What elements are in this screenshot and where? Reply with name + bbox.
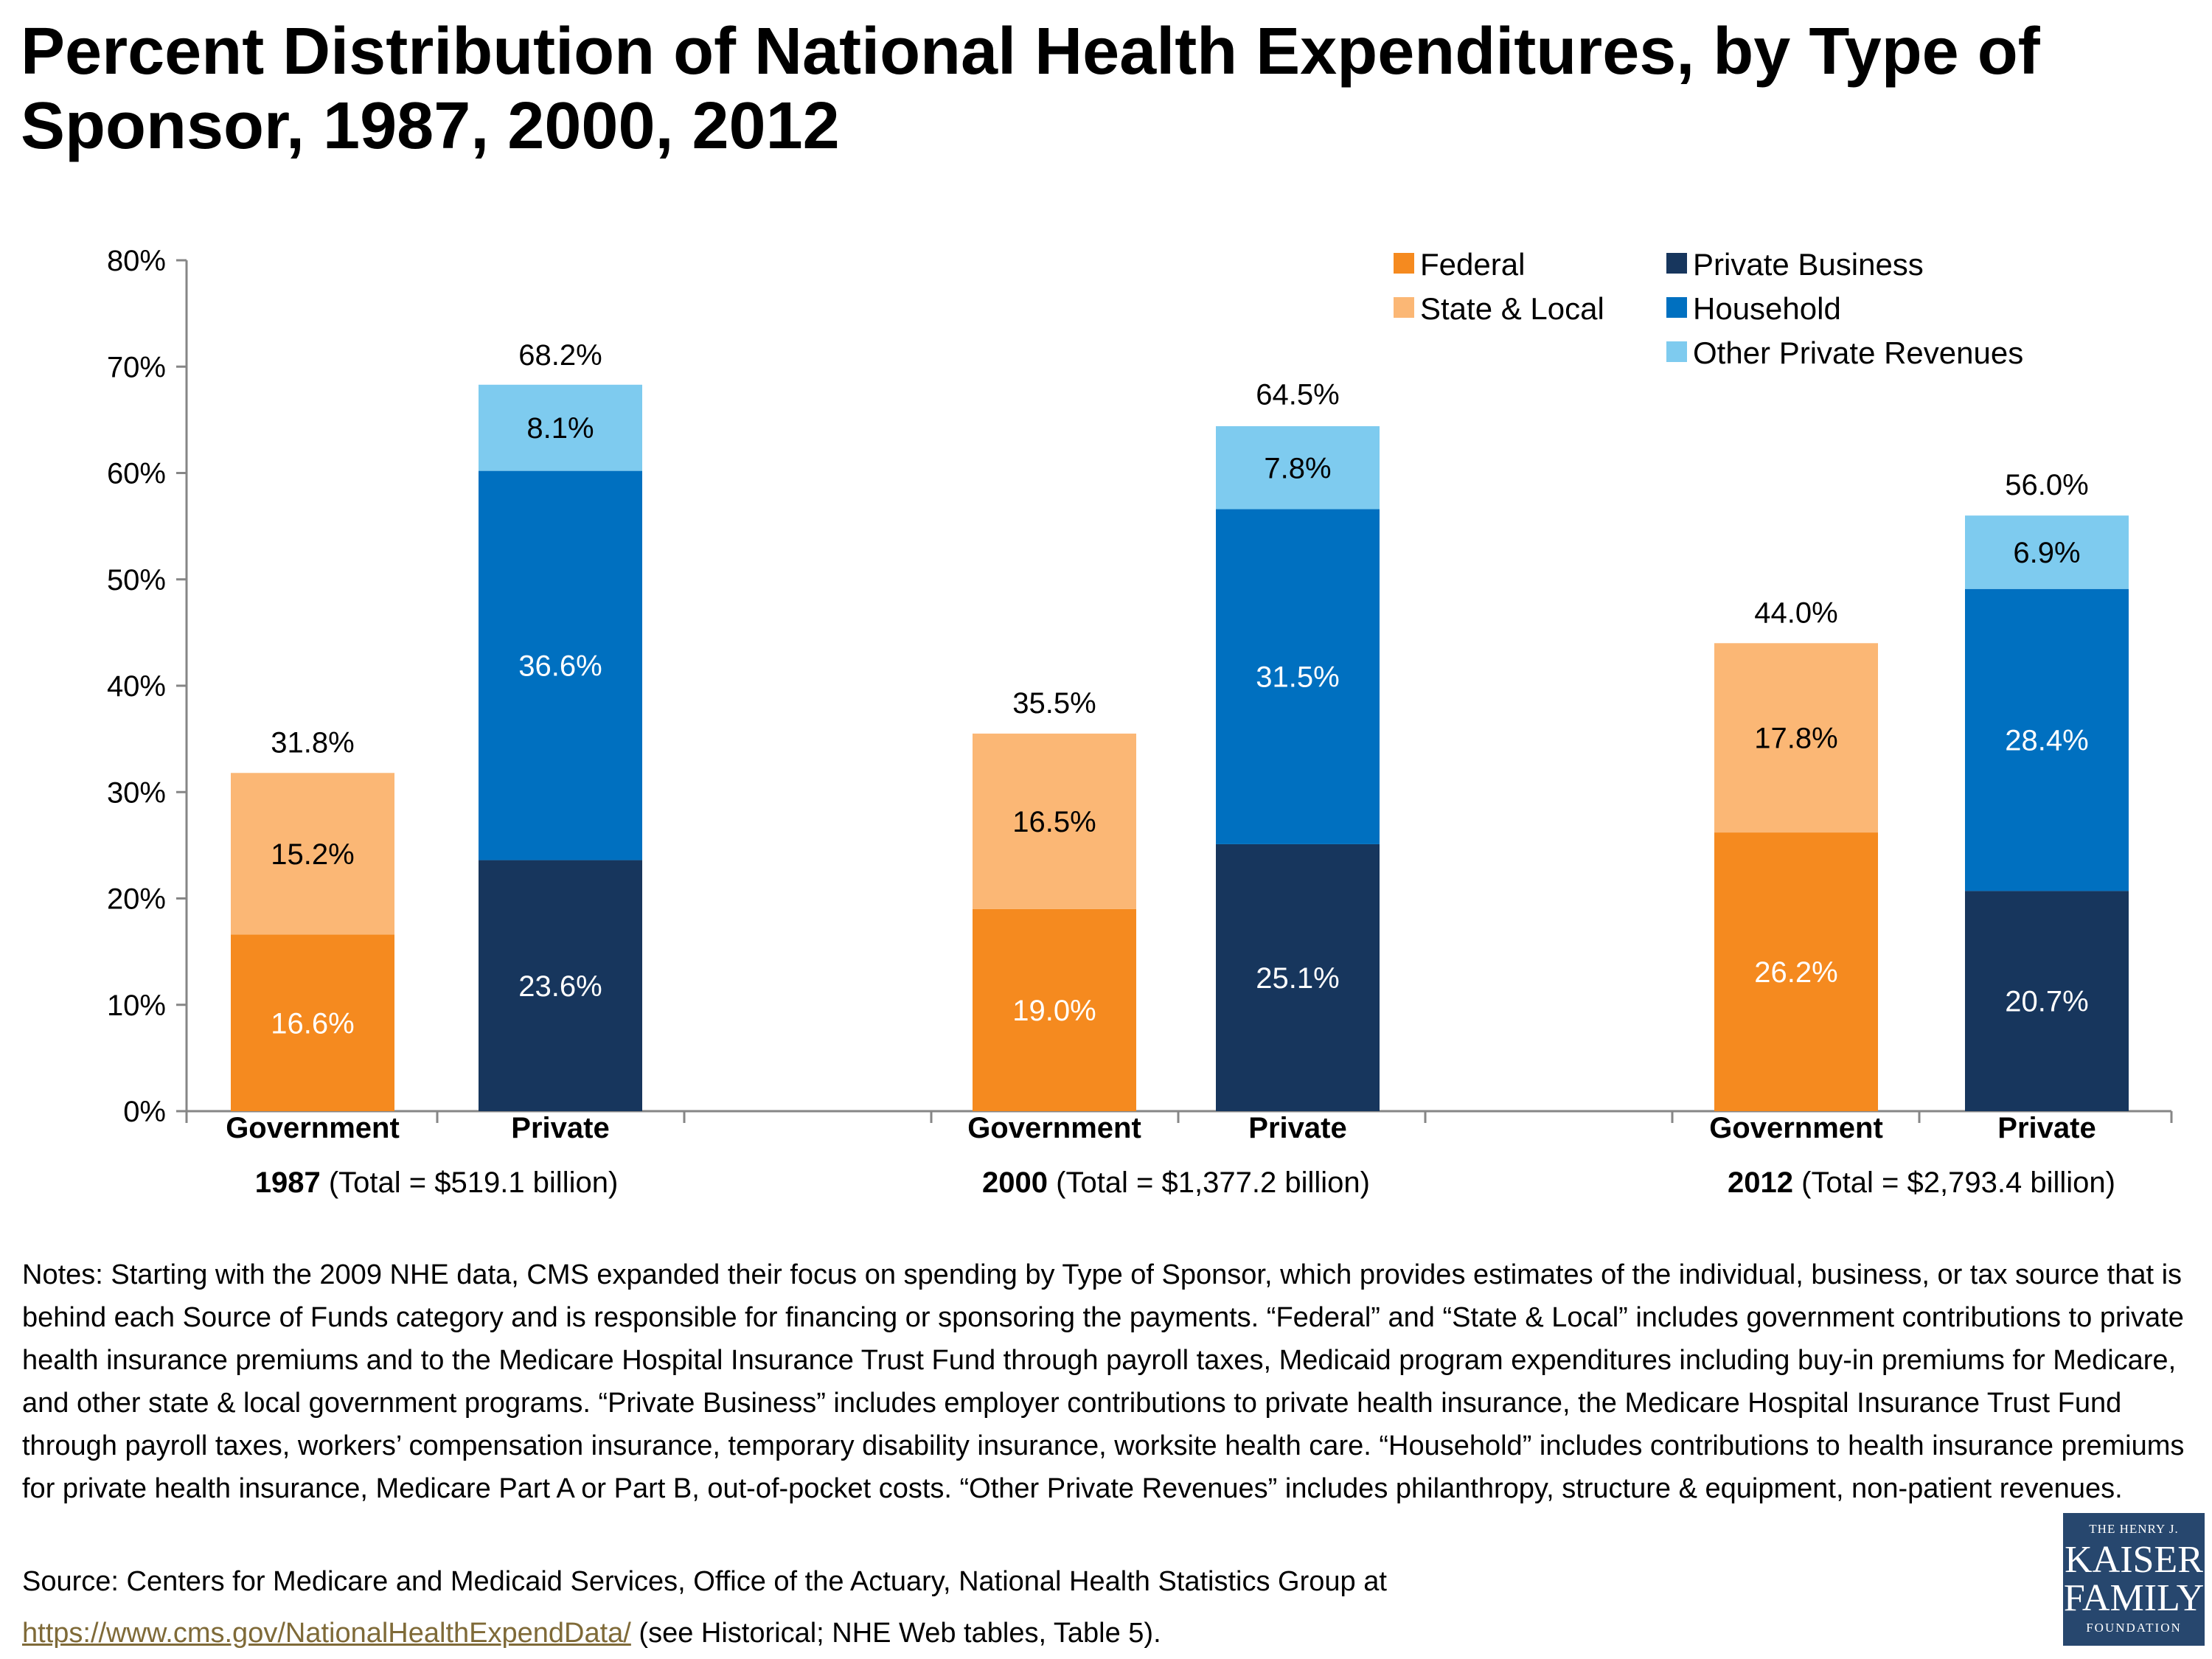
chart-notes: Notes: Starting with the 2009 NHE data, … — [22, 1259, 2185, 1504]
legend-label: Other Private Revenues — [1693, 335, 2023, 370]
bar-total-label: 44.0% — [1754, 597, 1837, 629]
category-label: Private — [1997, 1112, 2096, 1144]
bar-segment-other-private-revenues — [479, 384, 642, 471]
category-label: Government — [226, 1112, 400, 1144]
group-total: (Total = $1,377.2 billion) — [1048, 1166, 1370, 1199]
segment-label: 16.6% — [271, 1007, 354, 1040]
bar-segment-federal — [973, 908, 1136, 1111]
bar-segment-household — [1965, 588, 2129, 891]
legend-label: Federal — [1420, 247, 1525, 282]
segment-label: 7.8% — [1264, 452, 1331, 484]
segment-label: 23.6% — [518, 970, 602, 1003]
segment-label: 6.9% — [2013, 537, 2080, 569]
source-note: Source: Centers for Medicare and Medicai… — [22, 1556, 2013, 1659]
y-tick-label: 0% — [123, 1096, 166, 1128]
source-link[interactable]: https://www.cms.gov/NationalHealthExpend… — [22, 1618, 631, 1649]
bar-segment-state-local — [231, 773, 394, 935]
source-suffix: (see Historical; NHE Web tables, Table 5… — [630, 1618, 1161, 1649]
segment-label: 16.5% — [1012, 806, 1096, 838]
category-label: Government — [967, 1112, 1141, 1144]
category-label: Private — [511, 1112, 609, 1144]
source-text: Source: Centers for Medicare and Medicai… — [22, 1566, 1387, 1597]
segment-label: 19.0% — [1012, 995, 1096, 1027]
bar-total-label: 64.5% — [1256, 379, 1339, 411]
y-tick-label: 10% — [107, 990, 166, 1022]
y-tick-label: 50% — [107, 564, 166, 597]
legend-swatch — [1394, 297, 1414, 318]
segment-label: 15.2% — [271, 838, 354, 871]
segment-label: 17.8% — [1754, 723, 1837, 755]
legend-swatch — [1666, 253, 1687, 274]
bar-segment-household — [479, 470, 642, 860]
group-label: 2000 (Total = $1,377.2 billion) — [982, 1166, 1370, 1199]
legend-label: Private Business — [1693, 247, 1924, 282]
group-year: 1987 — [255, 1166, 321, 1199]
y-tick-label: 40% — [107, 670, 166, 703]
kff-logo: THE HENRY J. KAISER FAMILY FOUNDATION — [2063, 1513, 2205, 1646]
bar-segment-private-business — [1216, 844, 1380, 1111]
bar-segment-federal — [1714, 832, 1878, 1111]
segment-label: 25.1% — [1256, 962, 1339, 995]
logo-line-4: FOUNDATION — [2086, 1621, 2182, 1635]
legend-label: Household — [1693, 291, 1841, 326]
y-tick-label: 20% — [107, 883, 166, 916]
group-total: (Total = $519.1 billion) — [321, 1166, 619, 1199]
y-tick-label: 80% — [107, 245, 166, 277]
category-label: Private — [1248, 1112, 1346, 1144]
bar-segment-other-private-revenues — [1216, 426, 1380, 509]
segment-label: 28.4% — [2005, 725, 2088, 757]
bar-segment-private-business — [1965, 891, 2129, 1111]
legend-swatch — [1666, 341, 1687, 362]
stacked-bar-chart: 0% 10% 20% 30% 40% 50% 60% 70% 80% 16.6% 15.2% 31.8… — [107, 245, 2173, 1199]
y-tick-label: 60% — [107, 458, 166, 490]
bar-total-label: 31.8% — [271, 726, 354, 759]
bar-segment-federal — [231, 934, 394, 1111]
logo-line-3: FAMILY — [2063, 1577, 2205, 1619]
legend-swatch — [1394, 253, 1414, 274]
group-label: 2012 (Total = $2,793.4 billion) — [1728, 1166, 2115, 1199]
bar-segment-other-private-revenues — [1965, 515, 2129, 589]
group-label: 1987 (Total = $519.1 billion) — [255, 1166, 619, 1199]
chart-title: Percent Distribution of National Health … — [21, 15, 2040, 163]
bar-total-label: 56.0% — [2005, 469, 2088, 501]
bar-segment-private-business — [479, 860, 642, 1111]
bar-segment-state-local — [1714, 643, 1878, 833]
group-total: (Total = $2,793.4 billion) — [1793, 1166, 2115, 1199]
segment-label: 36.6% — [518, 650, 602, 683]
y-tick-label: 30% — [107, 776, 166, 809]
logo-line-2: KAISER — [2065, 1539, 2203, 1581]
y-tick-label: 70% — [107, 351, 166, 383]
bar-total-label: 35.5% — [1012, 687, 1096, 720]
segment-label: 8.1% — [526, 412, 594, 445]
segment-label: 26.2% — [1754, 956, 1837, 989]
legend-swatch — [1666, 297, 1687, 318]
bar-total-label: 68.2% — [518, 339, 602, 372]
logo-line-1: THE HENRY J. — [2089, 1522, 2179, 1536]
group-year: 2012 — [1728, 1166, 1793, 1199]
bar-segment-household — [1216, 509, 1380, 844]
segment-label: 31.5% — [1256, 661, 1339, 694]
bar-segment-state-local — [973, 733, 1136, 909]
category-label: Government — [1709, 1112, 1883, 1144]
segment-label: 20.7% — [2005, 986, 2088, 1018]
group-year: 2000 — [982, 1166, 1048, 1199]
legend-label: State & Local — [1420, 291, 1604, 326]
